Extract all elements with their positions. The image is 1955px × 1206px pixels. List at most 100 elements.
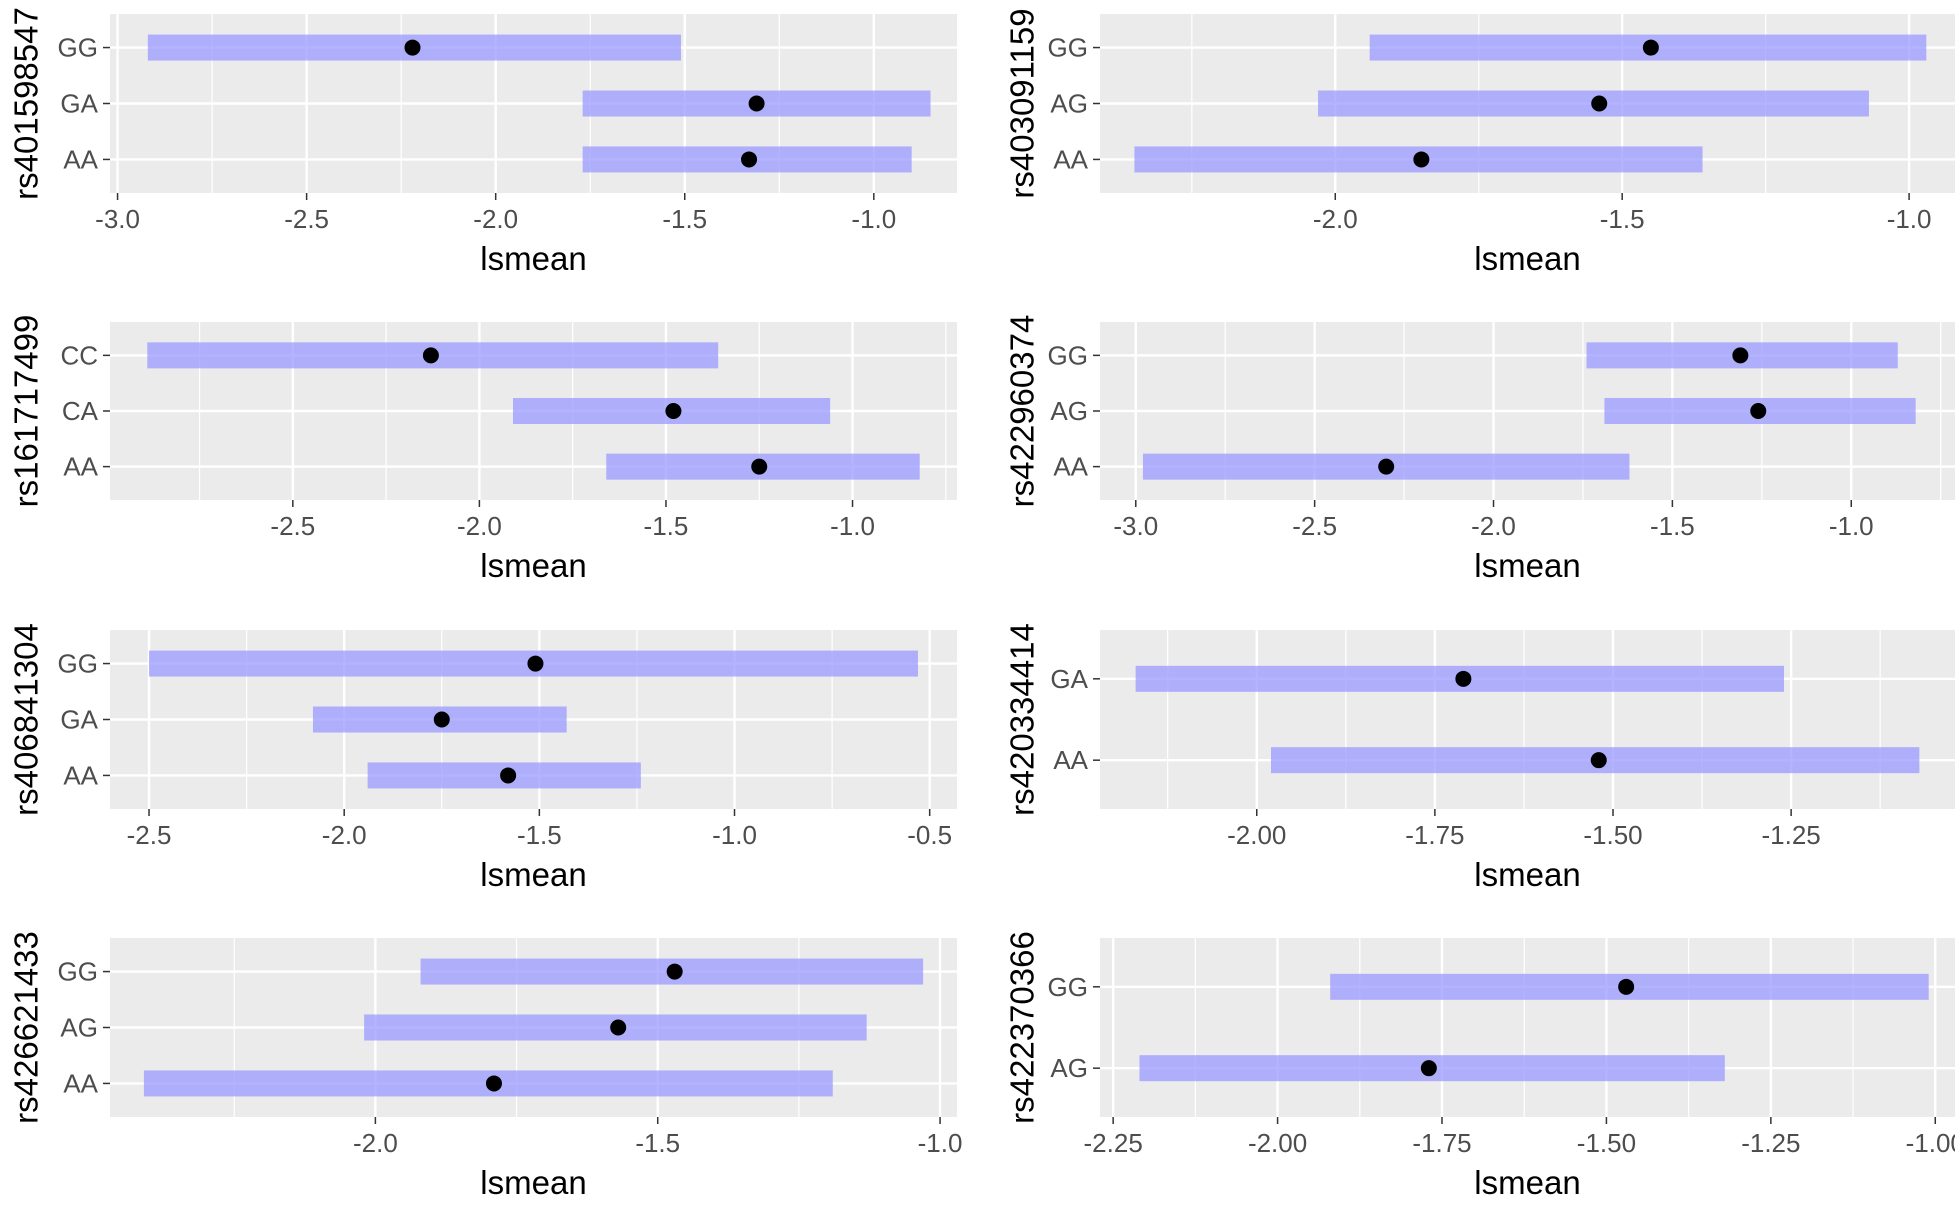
lsmean-point-CC [422, 347, 439, 364]
x-tick-label: -1.5 [1600, 204, 1645, 234]
lsmean-point-AA [751, 458, 768, 475]
x-tick-label: -1.5 [517, 820, 562, 850]
x-tick-label: -1.5 [644, 511, 689, 541]
y-tick-label: AG [1050, 1053, 1088, 1083]
lsmean-point-AA [500, 767, 517, 784]
lsmean-point-AG [1750, 403, 1767, 419]
y-axis-title: rs422960374 [1004, 315, 1041, 508]
x-tick-label: -2.0 [457, 511, 502, 541]
lsmean-point-AA [741, 151, 758, 168]
panel-rs161717499: AA CA CC -2.5 -2.0 -1.5 -1.0 lsmean rs161717499 [8, 315, 957, 584]
x-tick-label: -3.0 [95, 204, 140, 234]
lsmean-point-AG [1591, 95, 1608, 112]
x-tick-label: -2.5 [270, 511, 315, 541]
lsmean-point-CA [665, 403, 682, 419]
lsmean-point-GA [433, 711, 450, 728]
x-tick-label: -2.0 [473, 204, 518, 234]
x-axis-title: lsmean [1474, 1164, 1580, 1201]
x-tick-label: -1.0 [712, 820, 757, 850]
y-tick-label: AA [63, 760, 98, 790]
y-tick-label: CC [60, 340, 98, 370]
x-tick-label: -1.00 [1906, 1128, 1955, 1158]
y-axis-title: rs420334414 [1004, 623, 1041, 816]
x-tick-label: -2.00 [1248, 1128, 1307, 1158]
x-tick-label: -2.0 [1471, 511, 1516, 541]
x-tick-label: -1.0 [918, 1128, 963, 1158]
y-tick-label: AG [60, 1013, 98, 1043]
x-axis-title: lsmean [480, 856, 586, 893]
x-tick-label: -1.25 [1761, 820, 1820, 850]
y-tick-label: GA [60, 89, 98, 119]
x-tick-label: -0.5 [907, 820, 952, 850]
panel-rs403091159: AA AG GG -2.0 -1.5 -1.0 lsmean rs403091159 [1004, 8, 1955, 277]
lsmean-point-GA [748, 95, 765, 112]
panel-rs420334414: AA GA -2.00 -1.75 -1.50 -1.25 lsmean rs42033441… [1004, 623, 1955, 893]
x-tick-label: -1.25 [1741, 1128, 1800, 1158]
y-tick-label: AG [1050, 89, 1088, 119]
x-tick-label: -2.25 [1084, 1128, 1143, 1158]
x-axis-title: lsmean [1474, 240, 1580, 277]
x-tick-label: -2.0 [1313, 204, 1358, 234]
x-axis-title: lsmean [480, 547, 586, 584]
panel-rs406841304: AA GA GG -2.5 -2.0 -1.5 -1.0 -0.5 lsmean rs406841… [8, 623, 957, 893]
lsmean-point-GG [666, 963, 683, 980]
lsmean-point-AG [610, 1019, 627, 1036]
y-tick-label: GG [1048, 972, 1088, 1002]
lsmean-point-GG [1618, 978, 1635, 995]
x-tick-label: -1.0 [1829, 511, 1874, 541]
y-tick-label: AA [63, 144, 98, 174]
x-axis-title: lsmean [480, 1164, 586, 1201]
x-tick-label: -1.75 [1405, 820, 1464, 850]
lsmean-point-GG [1732, 347, 1749, 364]
x-tick-label: -3.0 [1113, 511, 1158, 541]
y-tick-label: GG [58, 33, 98, 63]
lsmean-point-AA [1590, 752, 1607, 769]
x-tick-label: -1.50 [1583, 820, 1642, 850]
y-axis-title: rs422370366 [1004, 931, 1041, 1124]
lsmean-point-AA [1378, 458, 1395, 475]
x-axis-title: lsmean [480, 240, 586, 277]
x-tick-label: -2.5 [127, 820, 172, 850]
x-tick-label: -2.00 [1227, 820, 1286, 850]
lsmean-point-AA [1413, 151, 1430, 168]
lsmean-point-GG [1642, 39, 1659, 56]
y-tick-label: AA [63, 1068, 98, 1098]
lsmean-point-AG [1420, 1060, 1437, 1077]
panel-rs401598547: AA GA GG -3.0 -2.5 -2.0 -1.5 -1.0 lsmean rs401598… [8, 7, 957, 277]
lsmean-point-AA [485, 1075, 502, 1092]
x-tick-label: -1.5 [662, 204, 707, 234]
y-tick-label: AA [1053, 144, 1088, 174]
y-tick-label: AA [63, 452, 98, 482]
x-tick-label: -2.5 [284, 204, 329, 234]
x-tick-label: -1.0 [830, 511, 875, 541]
y-tick-label: GG [58, 957, 98, 987]
y-axis-title: rs406841304 [8, 623, 45, 816]
lsmean-point-GA [1455, 670, 1472, 687]
panel-rs422370366: AG GG -2.25 -2.00 -1.75 -1.50 -1.25 -1.00 lsmean… [1004, 931, 1955, 1201]
x-tick-label: -2.0 [322, 820, 367, 850]
y-tick-label: GA [60, 705, 98, 735]
x-tick-label: -2.5 [1292, 511, 1337, 541]
x-tick-label: -1.75 [1412, 1128, 1471, 1158]
y-axis-title: rs426621433 [8, 931, 45, 1124]
x-tick-label: -1.0 [1887, 204, 1932, 234]
y-tick-label: AA [1053, 452, 1088, 482]
lsmean-point-GG [404, 39, 421, 56]
x-axis-title: lsmean [1474, 547, 1580, 584]
y-tick-label: GG [1048, 33, 1088, 63]
x-tick-label: -2.0 [353, 1128, 398, 1158]
panel-rs422960374: AA AG GG -3.0 -2.5 -2.0 -1.5 -1.0 lsmean rs422960… [1004, 315, 1955, 584]
panel-background [1100, 630, 1955, 809]
panel-background [1100, 938, 1955, 1117]
y-tick-label: AG [1050, 396, 1088, 426]
y-tick-label: CA [62, 396, 99, 426]
y-tick-label: GG [58, 649, 98, 679]
x-tick-label: -1.0 [851, 204, 896, 234]
x-tick-label: -1.5 [1650, 511, 1695, 541]
y-axis-title: rs161717499 [8, 315, 45, 508]
x-tick-label: -1.5 [635, 1128, 680, 1158]
panel-rs426621433: AA AG GG -2.0 -1.5 -1.0 lsmean rs426621433 [8, 931, 963, 1201]
y-axis-title: rs403091159 [1004, 8, 1041, 198]
